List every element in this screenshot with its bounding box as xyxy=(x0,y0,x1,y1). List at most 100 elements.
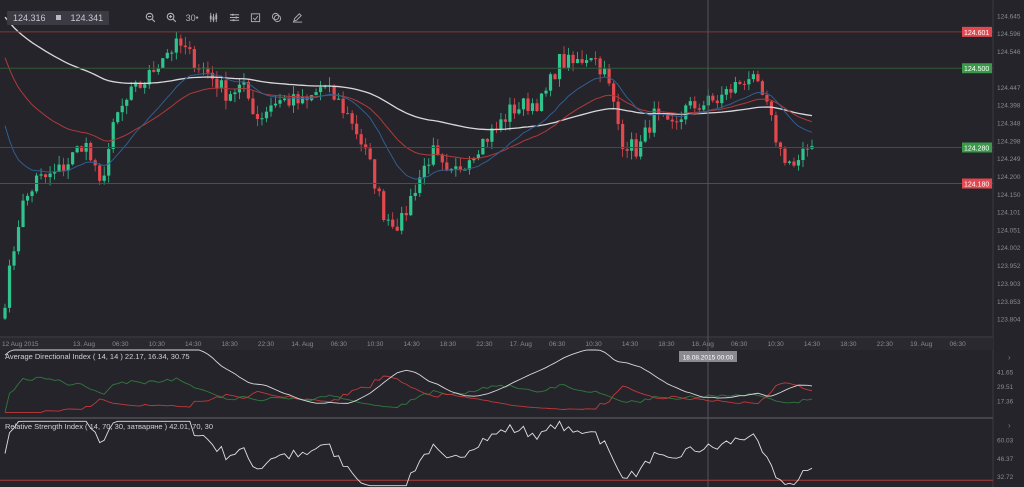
zoom-in-icon[interactable] xyxy=(164,11,178,25)
candle-up xyxy=(116,112,120,123)
time-tick-label: 10:30 xyxy=(367,341,384,348)
candle-up xyxy=(490,128,494,142)
price-tick-label: 124.348 xyxy=(997,121,1021,128)
time-axis xyxy=(0,336,993,350)
adx-tick-label: 41.65 xyxy=(997,370,1014,377)
candle-down xyxy=(792,161,796,166)
candle-up xyxy=(476,154,480,159)
candle-down xyxy=(332,85,336,100)
candle-down xyxy=(364,144,368,149)
candle-up xyxy=(39,174,43,176)
candle-up xyxy=(557,53,562,80)
candle-down xyxy=(346,113,350,115)
time-tick-label: 06:30 xyxy=(731,341,748,348)
candle-down xyxy=(774,115,778,143)
candle-up xyxy=(508,104,512,122)
candle-down xyxy=(251,98,255,115)
candle-down xyxy=(783,148,787,163)
candle-down xyxy=(598,58,602,75)
quote-box[interactable]: 124.316 124.341 xyxy=(7,10,110,25)
candle-up xyxy=(21,200,25,228)
candle-up xyxy=(219,80,224,89)
time-tick-label: 14:30 xyxy=(403,341,420,348)
candle-down xyxy=(553,74,557,80)
time-tick-label: 14:30 xyxy=(804,341,821,348)
candle-up xyxy=(134,82,138,87)
time-tick-label: 17. Aug xyxy=(510,341,532,348)
candle-up xyxy=(147,70,151,85)
candle-up xyxy=(318,87,323,93)
candle-up xyxy=(264,111,269,119)
candle-up xyxy=(314,92,318,96)
candle-down xyxy=(436,145,440,155)
candle-up xyxy=(409,195,413,216)
candle-down xyxy=(769,101,774,116)
candle-up xyxy=(566,54,571,68)
price-tick-label: 124.645 xyxy=(997,14,1021,21)
candle-up xyxy=(57,164,61,172)
candle-up xyxy=(539,93,544,111)
rsi-tick-label: 32.72 xyxy=(997,474,1014,481)
price-tag xyxy=(962,142,992,153)
price-tick-label: 124.002 xyxy=(997,245,1021,252)
candle-down xyxy=(179,38,183,46)
time-tick-label: 18:30 xyxy=(440,341,457,348)
candle-type-icon[interactable] xyxy=(206,11,220,25)
timeframe-label: 30 xyxy=(185,12,196,23)
timeframe-button[interactable]: 30 ● xyxy=(185,12,199,23)
candle-up xyxy=(679,119,683,122)
candle-up xyxy=(12,251,16,266)
rsi-tick-label: 46.37 xyxy=(997,456,1014,463)
zoom-out-icon[interactable] xyxy=(143,11,157,25)
candle-up xyxy=(751,74,755,80)
candle-up xyxy=(481,138,485,155)
candle-down xyxy=(152,70,156,72)
candle-up xyxy=(589,58,593,61)
candle-up xyxy=(242,81,246,85)
candle-up xyxy=(156,67,160,72)
candle-up xyxy=(174,38,178,53)
time-tick-label: 22:30 xyxy=(877,341,894,348)
layers-icon[interactable] xyxy=(269,11,283,25)
candle-down xyxy=(485,138,489,142)
price-tick-label: 123.903 xyxy=(997,281,1021,288)
calendar-icon[interactable] xyxy=(248,11,262,25)
candle-up xyxy=(161,58,165,68)
candle-up xyxy=(102,175,106,181)
settings-icon[interactable] xyxy=(227,11,241,25)
candle-up xyxy=(129,86,133,100)
candle-down xyxy=(246,81,251,99)
candle-up xyxy=(3,307,7,319)
price-tick-label: 124.298 xyxy=(997,139,1021,146)
adx-tick-label: 29.51 xyxy=(997,384,1014,391)
time-tick-label: 06:30 xyxy=(331,341,348,348)
rsi-tick-label: 60.03 xyxy=(997,438,1014,445)
candle-down xyxy=(616,101,620,125)
ma-slow-line xyxy=(4,16,813,131)
candle-up xyxy=(273,103,278,106)
candle-down xyxy=(697,108,701,110)
adx-plus-di-line xyxy=(4,376,813,413)
price-tick-label: 124.150 xyxy=(997,192,1021,199)
candle-down xyxy=(729,89,733,93)
candle-down xyxy=(607,68,611,84)
candle-up xyxy=(143,84,147,88)
candle-up xyxy=(688,101,692,106)
candle-up xyxy=(125,99,129,106)
candle-down xyxy=(43,174,48,178)
candle-down xyxy=(715,100,719,104)
candle-up xyxy=(165,52,169,59)
toolbar: 124.316 124.341 30 ● xyxy=(7,10,304,25)
pencil-icon[interactable] xyxy=(290,11,304,25)
candle-down xyxy=(287,98,291,106)
price-tag-label: 124.500 xyxy=(964,66,989,73)
candle-up xyxy=(431,145,435,165)
candle-down xyxy=(580,59,584,63)
candle-down xyxy=(657,108,661,114)
candle-up xyxy=(499,119,503,129)
candle-down xyxy=(621,124,625,150)
price-tag xyxy=(962,63,992,74)
candle-down xyxy=(341,98,345,114)
time-tick-label: 06:30 xyxy=(949,341,966,348)
